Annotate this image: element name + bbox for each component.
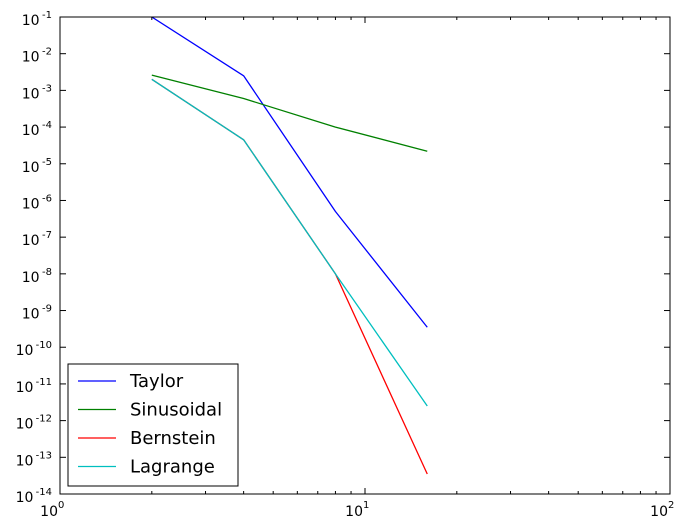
legend-item-taylor: Taylor <box>78 371 184 392</box>
y-tick-label: -810 <box>22 267 52 286</box>
y-tick-label-base: 10 <box>16 380 34 396</box>
y-tick-label-exponent: -5 <box>42 157 52 168</box>
x-tick-label-base: 10 <box>40 504 58 520</box>
y-tick-label: -510 <box>22 157 52 176</box>
y-tick-label-base: 10 <box>22 196 40 212</box>
legend: Taylor Sinusoidal Bernstein Lagrange <box>67 363 239 487</box>
legend-item-bernstein: Bernstein <box>78 428 216 449</box>
series-line-lagrange <box>151 78 428 407</box>
series-line-taylor <box>151 17 428 328</box>
x-tick-label-exponent: 2 <box>668 500 674 511</box>
y-tick-label-base: 10 <box>22 86 40 102</box>
y-tick-label-base: 10 <box>16 490 34 506</box>
y-tick-label-base: 10 <box>22 50 40 66</box>
y-tick-label-exponent: -8 <box>42 267 52 278</box>
y-axis-tick-labels: -110-210-310-410-510-610-710-810-910-101… <box>16 10 52 506</box>
y-tick-label-exponent: -4 <box>42 120 52 131</box>
y-tick-label-exponent: -11 <box>36 377 52 388</box>
y-tick-label-exponent: -2 <box>42 47 52 58</box>
legend-label: Lagrange <box>130 457 215 478</box>
y-tick-label-base: 10 <box>22 233 40 249</box>
legend-label: Sinusoidal <box>130 400 222 421</box>
y-tick-label-exponent: -14 <box>36 487 52 498</box>
legend-item-lagrange: Lagrange <box>78 457 215 478</box>
y-tick-label: -310 <box>22 83 52 102</box>
legend-item-sinusoidal: Sinusoidal <box>78 400 222 421</box>
y-tick-label-exponent: -13 <box>36 450 52 461</box>
axis-ticks <box>59 16 671 495</box>
x-tick-label-exponent: 1 <box>363 500 369 511</box>
legend-label: Taylor <box>129 371 184 392</box>
y-tick-label: -610 <box>22 193 52 212</box>
y-tick-label: -210 <box>22 47 52 66</box>
y-tick-label-base: 10 <box>22 13 40 29</box>
y-tick-label-base: 10 <box>22 307 40 323</box>
y-tick-label-base: 10 <box>22 123 40 139</box>
y-tick-label-base: 10 <box>16 417 34 433</box>
x-tick-label-exponent: 0 <box>58 500 64 511</box>
y-tick-label-exponent: -3 <box>42 83 52 94</box>
legend-label: Bernstein <box>130 428 216 449</box>
y-tick-label: -910 <box>22 304 52 323</box>
y-tick-label-exponent: -6 <box>42 193 52 204</box>
y-tick-label: -110 <box>22 10 52 29</box>
series-line-sinusoidal <box>151 74 428 152</box>
x-tick-label: 10 2 <box>650 500 674 520</box>
x-axis-tick-labels: 10 0 10 1 10 2 <box>40 500 674 520</box>
y-tick-label-exponent: -7 <box>42 230 52 241</box>
x-tick-label: 10 0 <box>40 500 64 520</box>
legend-box <box>67 363 239 487</box>
x-tick-label-base: 10 <box>650 504 668 520</box>
x-tick-label: 10 1 <box>345 500 369 520</box>
plot-lines <box>151 17 428 475</box>
x-tick-label-base: 10 <box>345 504 363 520</box>
y-tick-label-base: 10 <box>16 343 34 359</box>
y-tick-label-base: 10 <box>16 453 34 469</box>
y-tick-label-base: 10 <box>22 160 40 176</box>
y-tick-label: -710 <box>22 230 52 249</box>
y-tick-label-exponent: -12 <box>36 414 52 425</box>
y-tick-label-exponent: -10 <box>36 340 52 351</box>
y-tick-label-base: 10 <box>22 270 40 286</box>
y-tick-label-exponent: -1 <box>42 10 52 21</box>
y-tick-label-exponent: -9 <box>42 304 52 315</box>
y-tick-label: -410 <box>22 120 52 139</box>
